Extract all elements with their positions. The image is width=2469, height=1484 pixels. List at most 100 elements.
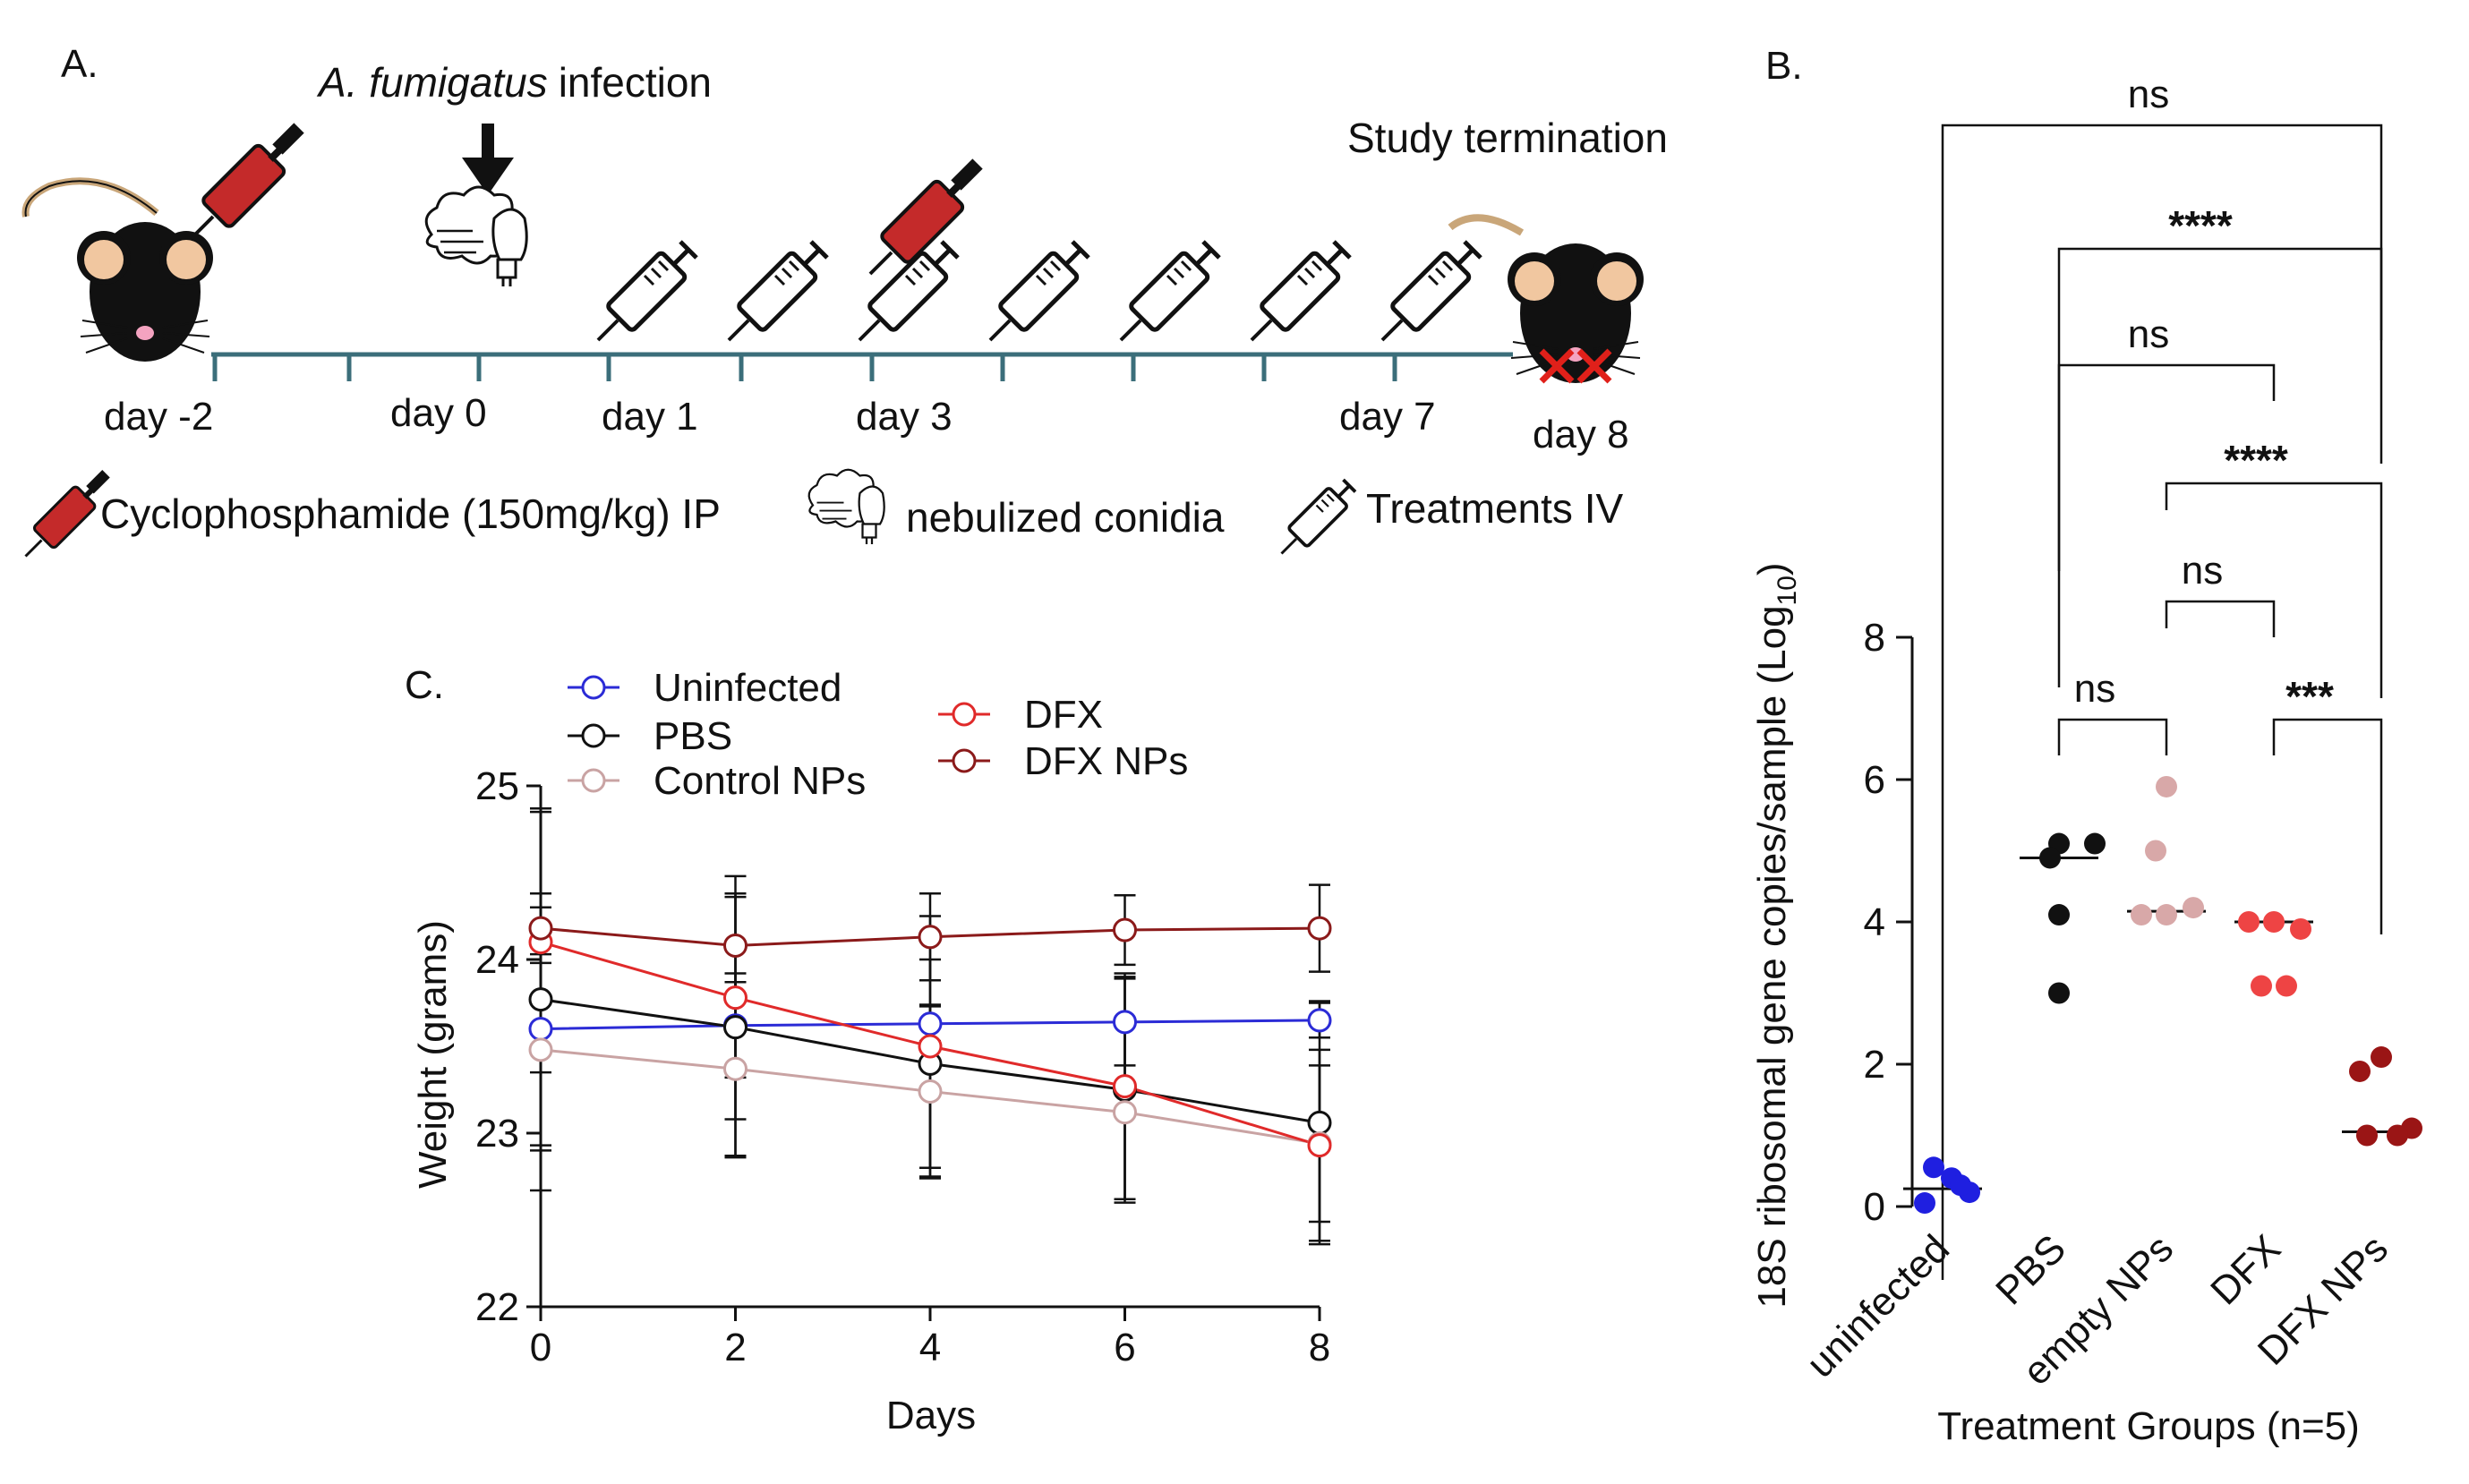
- data-point-uninfected: [1914, 1192, 1935, 1215]
- data-point-dfx: [2238, 911, 2260, 933]
- data-point-control-nps: [723, 1056, 748, 1081]
- significance-label: ***: [2285, 673, 2334, 720]
- treatment-syringe-icon: [1382, 242, 1481, 340]
- legend-treatments-iv: Treatments IV: [1366, 485, 1623, 532]
- legend-swatch-marker: [952, 748, 977, 773]
- cyclophosphamide-syringe-icon: [192, 123, 304, 238]
- y-tick-label: 25: [475, 764, 519, 808]
- panel-b-label: B.: [1765, 44, 1803, 88]
- data-point-dfx-nps: [723, 933, 748, 958]
- infection-title: A. fumigatus infection: [316, 59, 712, 106]
- y-tick-label: 23: [475, 1112, 519, 1156]
- data-point-pbs: [2048, 982, 2070, 1004]
- treatment-syringe-icon: [1121, 242, 1219, 340]
- legend-entry: DFX: [1024, 693, 1103, 737]
- significance-label: ns: [2128, 312, 2169, 356]
- x-tick-label: PBS: [1987, 1226, 2074, 1313]
- legend-entry: Control NPs: [654, 759, 866, 803]
- significance-label: ns: [2182, 549, 2223, 593]
- day-label: day 0: [390, 391, 487, 435]
- data-point-dfx: [2276, 975, 2297, 997]
- y-tick-label: 6: [1864, 758, 1885, 802]
- day-label: day 7: [1339, 395, 1436, 439]
- timeline-ticks: [212, 354, 1397, 381]
- day-label: day 8: [1533, 413, 1629, 456]
- treatment-syringe-icon: [729, 242, 827, 340]
- data-point-dfx: [2251, 975, 2272, 997]
- data-point-dfx: [918, 1034, 943, 1059]
- significance-brackets: ns **** ns **** ns ns ***: [1941, 72, 2383, 1280]
- data-point-uninfected: [1113, 1010, 1137, 1035]
- data-point-pbs: [723, 1015, 748, 1040]
- y-axis-title-main: 18S ribosomal gene copies/sample (Log: [1750, 605, 1794, 1308]
- data-point-dfx-nps: [1113, 917, 1137, 942]
- data-point-empty-nps: [2145, 840, 2166, 862]
- data-point-uninfected: [918, 1011, 943, 1036]
- data-point-pbs: [1307, 1110, 1332, 1135]
- infection-species: A. fumigatus: [316, 59, 548, 106]
- nebulizer-icon: [424, 185, 528, 288]
- legend-nebulized-conidia: nebulized conidia: [906, 494, 1225, 541]
- x-tick-label: 6: [1114, 1326, 1135, 1369]
- y-tick-label: 24: [475, 938, 519, 982]
- day-label: day 3: [856, 395, 953, 439]
- data-point-dfx: [2263, 911, 2285, 933]
- legend-entry: DFX NPs: [1024, 739, 1188, 783]
- legend-entry: PBS: [654, 714, 732, 758]
- treatment-syringe-icon: [990, 242, 1089, 340]
- data-point-uninfected: [1307, 1008, 1332, 1033]
- y-tick-label: 2: [1864, 1043, 1885, 1087]
- y-axis-title: 18S ribosomal gene copies/sample (Log10): [1750, 562, 1802, 1308]
- y-tick-label: 22: [475, 1285, 519, 1329]
- panel-a: A. A. fumigatus infection Study terminati…: [21, 42, 1668, 557]
- legend-swatch-marker: [581, 675, 606, 700]
- data-point-dfx-nps: [1307, 916, 1332, 941]
- data-point-dfx-nps: [918, 925, 943, 950]
- y-tick-label: 4: [1864, 900, 1885, 944]
- data-point-pbs: [2084, 832, 2106, 855]
- data-point-control-nps: [918, 1079, 943, 1104]
- series-points: [528, 916, 1332, 1158]
- data-point-pbs: [528, 987, 553, 1012]
- legend-swatch-marker: [952, 702, 977, 727]
- day-label: day -2: [104, 395, 213, 439]
- x-axis-title: Days: [886, 1394, 976, 1437]
- day-label: day 1: [602, 395, 698, 439]
- x-tick-label: 2: [724, 1326, 746, 1369]
- cyclophosphamide-legend-icon: [26, 470, 110, 557]
- y-axis-title: Weight (grams): [411, 920, 455, 1189]
- y-axis-title-end: ): [1750, 562, 1794, 576]
- mouse-end-icon: [1507, 243, 1645, 384]
- euthanized-x-icon: [1539, 348, 1612, 384]
- mouse-start-icon: [76, 221, 214, 362]
- data-point-dfx-nps: [2371, 1046, 2392, 1069]
- data-point-empty-nps: [2183, 897, 2204, 919]
- legend-swatch-marker: [581, 723, 606, 748]
- data-point-control-nps: [1113, 1100, 1137, 1125]
- data-point-dfx: [2290, 917, 2311, 940]
- significance-label: ns: [2128, 72, 2169, 116]
- infection-word: infection: [559, 59, 712, 106]
- significance-bracket: [2057, 718, 2168, 755]
- data-point-dfx-nps: [2349, 1060, 2371, 1082]
- significance-label: ****: [2168, 202, 2233, 249]
- data-point-dfx-nps: [2387, 1124, 2408, 1147]
- x-axis-title: Treatment Groups (n=5): [1937, 1404, 2360, 1448]
- data-point-empty-nps: [2131, 904, 2152, 926]
- data-point-uninfected: [1923, 1156, 1944, 1179]
- data-point-control-nps: [528, 1037, 553, 1062]
- y-axis-title-subscript: 10: [1773, 576, 1802, 605]
- data-point-dfx-nps: [528, 916, 553, 941]
- treatment-legend-icon: [1279, 478, 1357, 556]
- data-point-empty-nps: [2156, 775, 2177, 797]
- y-tick-label: 8: [1864, 616, 1885, 660]
- significance-bracket: [2272, 718, 2383, 934]
- data-point-dfx: [723, 985, 748, 1011]
- data-points: [1914, 775, 2422, 1215]
- data-point-empty-nps: [2156, 904, 2177, 926]
